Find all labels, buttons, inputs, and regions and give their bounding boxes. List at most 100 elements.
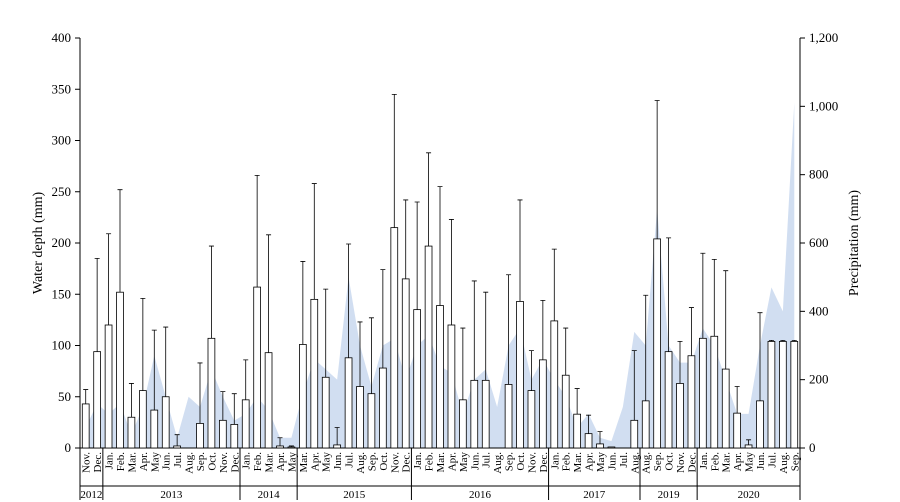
bar	[664, 351, 673, 449]
x-tick-label: Nov.	[81, 452, 93, 473]
bar	[116, 291, 124, 449]
x-tick-label: Aug.	[641, 452, 653, 474]
x-tick-label: Jul.	[172, 452, 184, 468]
bar	[641, 400, 650, 449]
bar	[767, 340, 776, 449]
x-tick-label: Jan.	[549, 452, 561, 470]
error-bar	[334, 427, 340, 445]
y2-axis-label: Precipitation (mm)	[847, 190, 862, 296]
error-bar	[163, 326, 169, 397]
x-tick-label: Mar.	[264, 452, 276, 473]
error-bar	[688, 307, 694, 356]
error-bar	[414, 201, 420, 310]
bar	[93, 351, 101, 449]
y2-tick-label: 600	[809, 235, 829, 250]
x-tick-label: May	[149, 452, 161, 473]
bar	[539, 359, 547, 449]
bar	[81, 403, 90, 449]
bar	[310, 298, 319, 449]
bar	[584, 433, 593, 449]
bar	[356, 386, 364, 449]
year-label: 2017	[583, 489, 606, 501]
bar	[333, 444, 341, 449]
x-tick-label: Jun.	[606, 452, 618, 470]
error-bar	[426, 152, 432, 247]
x-tick-label: Jun.	[755, 452, 767, 470]
error-bar	[723, 270, 729, 370]
bar	[264, 352, 273, 449]
x-tick-label: Jul.	[766, 452, 778, 468]
error-bar	[768, 339, 774, 342]
year-label: 2015	[343, 489, 366, 501]
x-tick-label: Apr.	[446, 452, 458, 472]
error-bar	[517, 199, 523, 302]
x-tick-label: Mar.	[721, 452, 733, 473]
bar	[573, 413, 581, 449]
error-bar	[231, 393, 237, 425]
error-bar	[791, 339, 797, 342]
x-tick-label: Nov.	[526, 452, 538, 473]
error-bar	[243, 359, 249, 400]
x-tick-label: Sep.	[652, 452, 664, 472]
bar	[790, 340, 799, 449]
bar	[230, 424, 239, 449]
x-tick-label: Aug.	[629, 452, 641, 474]
bar	[241, 399, 250, 449]
x-tick-label: Sep.	[789, 452, 801, 472]
bar	[379, 367, 387, 449]
error-bar	[677, 341, 683, 384]
error-bar	[83, 389, 89, 404]
year-label: 2016	[469, 489, 492, 501]
bar	[756, 400, 764, 449]
error-bar	[106, 233, 112, 325]
error-bar	[528, 350, 534, 391]
error-bar	[471, 280, 477, 381]
bar	[470, 379, 479, 449]
bar	[276, 445, 284, 449]
x-tick-label: Nov.	[389, 452, 401, 473]
y-tick-label: 250	[52, 184, 72, 199]
x-tick-label: Mar.	[298, 452, 310, 473]
x-tick-label: Sep.	[366, 452, 378, 472]
x-tick-label: Oct.	[378, 452, 390, 471]
error-bar	[746, 439, 752, 445]
y-axis-label: Water depth (mm)	[31, 192, 46, 295]
x-tick-label: Oct.	[664, 452, 676, 471]
error-bar	[277, 437, 283, 446]
bar	[196, 422, 204, 449]
x-tick-label: Mar.	[435, 452, 447, 473]
error-bar	[208, 245, 214, 339]
x-tick-label: May	[744, 452, 756, 473]
error-bar	[586, 414, 592, 434]
y-tick-label: 150	[52, 286, 72, 301]
x-tick-label: Aug.	[492, 452, 504, 474]
error-bar	[700, 252, 706, 339]
error-bar	[711, 259, 717, 337]
error-bar	[140, 297, 146, 391]
error-bar	[506, 274, 512, 385]
error-bar	[666, 237, 672, 352]
y2-tick-label: 200	[809, 372, 829, 387]
bar	[527, 390, 536, 449]
x-tick-label: Oct.	[515, 452, 527, 471]
bar	[630, 419, 639, 449]
x-tick-label: Aug.	[184, 452, 196, 474]
x-tick-label: Dec.	[401, 452, 413, 473]
bar	[561, 374, 570, 449]
x-tick-label: Feb.	[115, 452, 127, 472]
bar	[721, 368, 730, 449]
bar	[744, 444, 753, 449]
error-bar	[311, 183, 317, 300]
x-tick-label: Jan.	[241, 452, 253, 470]
bar	[733, 412, 741, 449]
x-tick-label: Dec.	[686, 452, 698, 473]
error-bar	[368, 317, 374, 394]
x-tick-label: Aug.	[778, 452, 790, 474]
year-label: 2020	[738, 489, 761, 501]
y2-tick-label: 400	[809, 303, 829, 318]
x-tick-label: Dec.	[92, 452, 104, 473]
y2-tick-label: 1,000	[809, 98, 838, 113]
x-tick-label: Jul.	[481, 452, 493, 468]
bar	[676, 383, 684, 449]
